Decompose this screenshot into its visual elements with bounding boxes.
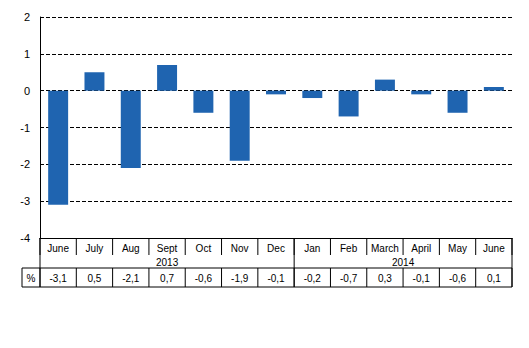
svg-text:-3,1: -3,1 (50, 273, 68, 284)
svg-text:-4: -4 (20, 232, 30, 244)
svg-text:May: May (448, 243, 467, 254)
svg-text:0: 0 (24, 85, 30, 97)
svg-text:July: July (86, 243, 104, 254)
svg-text:Jan: Jan (304, 243, 320, 254)
svg-text:-1: -1 (20, 122, 30, 134)
svg-text:0,5: 0,5 (88, 273, 102, 284)
svg-text:0,3: 0,3 (378, 273, 392, 284)
svg-text:-0,6: -0,6 (449, 273, 467, 284)
svg-text:Oct: Oct (196, 243, 212, 254)
svg-text:2013: 2013 (156, 257, 179, 268)
svg-text:0,1: 0,1 (487, 273, 501, 284)
svg-text:%: % (27, 273, 36, 284)
svg-text:2014: 2014 (392, 257, 415, 268)
svg-text:June: June (483, 243, 505, 254)
svg-text:1: 1 (24, 48, 30, 60)
svg-text:June: June (47, 243, 69, 254)
svg-text:-3: -3 (20, 195, 30, 207)
svg-text:-0,2: -0,2 (304, 273, 322, 284)
svg-text:0,7: 0,7 (160, 273, 174, 284)
svg-text:Nov: Nov (231, 243, 249, 254)
svg-text:March: March (371, 243, 399, 254)
svg-text:-2,1: -2,1 (122, 273, 140, 284)
svg-text:Aug: Aug (122, 243, 140, 254)
svg-text:-0,1: -0,1 (413, 273, 431, 284)
svg-text:-0,1: -0,1 (267, 273, 285, 284)
svg-text:-0,6: -0,6 (195, 273, 213, 284)
svg-text:Dec: Dec (267, 243, 285, 254)
svg-text:2: 2 (24, 11, 30, 23)
svg-text:-0,7: -0,7 (340, 273, 358, 284)
svg-text:-1,9: -1,9 (231, 273, 249, 284)
svg-text:Feb: Feb (340, 243, 358, 254)
svg-text:Sept: Sept (157, 243, 178, 254)
svg-text:-2: -2 (20, 158, 30, 170)
svg-text:April: April (411, 243, 431, 254)
